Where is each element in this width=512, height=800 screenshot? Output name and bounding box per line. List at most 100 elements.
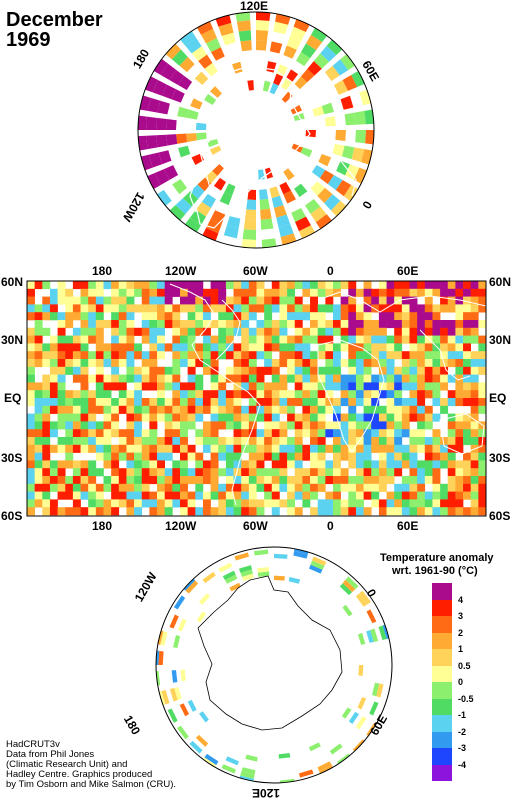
- anomaly-cell: [225, 460, 234, 469]
- anomaly-cell: [371, 421, 380, 430]
- anomaly-cell: [179, 56, 195, 73]
- anomaly-cell: [72, 351, 81, 360]
- north-polar-map: [137, 11, 375, 249]
- anomaly-cell: [359, 590, 371, 605]
- anomaly-cell: [394, 312, 403, 321]
- anomaly-cell: [463, 437, 471, 446]
- anomaly-cell: [447, 483, 456, 492]
- anomaly-cell: [134, 507, 143, 516]
- anomaly-cell: [141, 429, 150, 438]
- anomaly-cell: [417, 468, 426, 477]
- anomaly-cell: [302, 491, 311, 500]
- anomaly-cell: [440, 398, 449, 407]
- anomaly-cell: [378, 444, 387, 453]
- anomaly-cell: [401, 476, 410, 485]
- anomaly-cell: [264, 437, 273, 446]
- anomaly-cell: [470, 405, 479, 414]
- anomaly-cell: [49, 429, 58, 438]
- antarctica-coastline: [197, 575, 343, 731]
- anomaly-cell: [27, 390, 35, 399]
- anomaly-cell: [156, 134, 168, 148]
- anomaly-cell: [111, 343, 120, 352]
- anomaly-cell: [65, 405, 74, 414]
- anomaly-cell: [34, 468, 43, 477]
- anomaly-cell: [432, 281, 441, 290]
- anomaly-cell: [118, 452, 127, 461]
- anomaly-cell: [210, 413, 219, 422]
- anomaly-cell: [348, 312, 357, 321]
- anomaly-cell: [233, 281, 242, 290]
- anomaly-cell: [95, 343, 104, 352]
- anomaly-cell: [287, 390, 296, 399]
- anomaly-cell: [253, 549, 269, 556]
- anomaly-cell: [470, 491, 479, 500]
- anomaly-cell: [141, 405, 150, 414]
- anomaly-cell: [187, 304, 196, 313]
- anomaly-cell: [210, 335, 219, 344]
- anomaly-cell: [310, 327, 318, 336]
- anomaly-cell: [394, 374, 403, 383]
- anomaly-cell: [202, 468, 211, 477]
- legend-swatch: [432, 715, 452, 732]
- anomaly-cell: [42, 405, 51, 414]
- anomaly-cell: [302, 413, 311, 422]
- anomaly-cell: [42, 444, 51, 453]
- anomaly-cell: [172, 460, 181, 469]
- anomaly-cell: [103, 320, 112, 329]
- anomaly-cell: [88, 483, 97, 492]
- anomaly-cell: [27, 483, 35, 492]
- anomaly-cell: [180, 476, 188, 485]
- anomaly-cell: [317, 405, 326, 414]
- anomaly-cell: [440, 343, 449, 352]
- anomaly-cell: [149, 351, 158, 360]
- anomaly-cell: [279, 437, 288, 446]
- anomaly-cell: [248, 288, 257, 297]
- anomaly-cell: [363, 335, 372, 344]
- anomaly-cell: [355, 398, 364, 407]
- anomaly-cell: [371, 327, 380, 336]
- anomaly-cell: [157, 100, 170, 115]
- anomaly-cell: [463, 304, 471, 313]
- anomaly-cell: [386, 444, 395, 453]
- anomaly-cell: [409, 507, 418, 516]
- anomaly-cell: [118, 390, 127, 399]
- anomaly-cell: [287, 452, 296, 461]
- anomaly-cell: [152, 80, 167, 96]
- anomaly-cell: [248, 437, 257, 446]
- anomaly-cell: [340, 327, 349, 336]
- anomaly-cell: [218, 343, 227, 352]
- anomaly-cell: [279, 429, 288, 438]
- anomaly-cell: [417, 499, 426, 508]
- anomaly-cell: [463, 288, 471, 297]
- anomaly-cell: [34, 413, 43, 422]
- anomaly-cell: [424, 405, 433, 414]
- anomaly-cell: [27, 359, 35, 368]
- anomaly-cell: [264, 398, 273, 407]
- anomaly-cell: [325, 405, 334, 414]
- anomaly-cell: [149, 421, 158, 430]
- anomaly-cell: [351, 147, 365, 163]
- anomaly-cell: [34, 304, 43, 313]
- anomaly-cell: [394, 366, 403, 375]
- anomaly-cell: [271, 366, 280, 375]
- bottom-lon-60w: 60W: [243, 519, 268, 533]
- anomaly-cell: [248, 335, 257, 344]
- anomaly-cell: [209, 145, 222, 155]
- anomaly-cell: [154, 169, 170, 185]
- anomaly-cell: [409, 296, 418, 305]
- anomaly-cell: [478, 390, 486, 399]
- anomaly-cell: [463, 483, 471, 492]
- anomaly-cell: [27, 312, 35, 321]
- anomaly-cell: [348, 304, 357, 313]
- anomaly-cell: [478, 429, 486, 438]
- anomaly-cell: [103, 444, 112, 453]
- anomaly-cell: [111, 460, 120, 469]
- anomaly-cell: [65, 312, 74, 321]
- anomaly-cell: [218, 320, 227, 329]
- anomaly-cell: [463, 476, 471, 485]
- anomaly-cell: [72, 312, 81, 321]
- anomaly-cell: [72, 468, 81, 477]
- anomaly-cell: [358, 665, 364, 676]
- anomaly-cell: [172, 437, 181, 446]
- anomaly-cell: [234, 552, 249, 561]
